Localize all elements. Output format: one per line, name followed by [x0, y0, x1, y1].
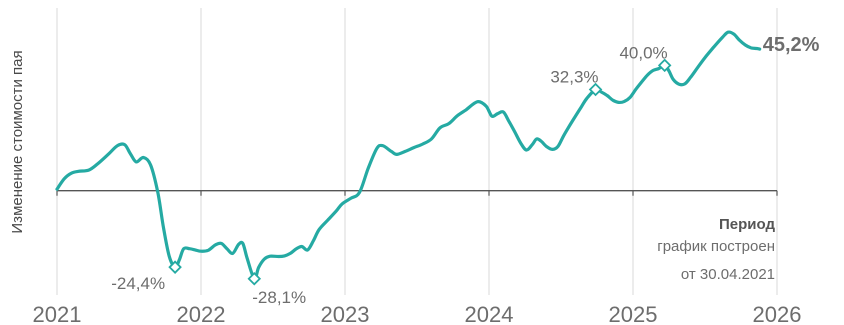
annotation-labels: -24,4% -28,1% 32,3% 40,0% 45,2% [111, 34, 819, 307]
data-label: -24,4% [111, 274, 165, 293]
point-marker [588, 82, 603, 97]
last-value-label: 45,2% [763, 34, 820, 56]
x-tick-label: 2025 [609, 302, 658, 325]
data-label: -28,1% [252, 288, 306, 307]
x-tick-label: 2021 [33, 302, 82, 325]
x-tick-labels: 2021 2022 2023 2024 2025 2026 [33, 302, 802, 325]
data-label: 40,0% [619, 43, 667, 62]
series-line-group [55, 30, 762, 281]
series-line [55, 30, 762, 281]
x-tick-label: 2024 [465, 302, 514, 325]
vertical-gridlines [56, 8, 778, 295]
point-marker [168, 260, 182, 274]
annotation-markers [168, 58, 672, 286]
zero-baseline [56, 190, 778, 196]
point-marker [657, 58, 672, 73]
data-label: 32,3% [550, 68, 598, 87]
period-note-line-1: график построен [657, 238, 775, 255]
y-axis-label: Изменение стоимости пая [9, 50, 26, 233]
point-marker [247, 272, 262, 286]
period-title: Период [719, 216, 775, 233]
x-tick-label: 2022 [177, 302, 226, 325]
x-tick-label: 2023 [321, 302, 370, 325]
period-note-line-2: от 30.04.2021 [681, 266, 775, 283]
x-tick-label: 2026 [753, 302, 802, 325]
